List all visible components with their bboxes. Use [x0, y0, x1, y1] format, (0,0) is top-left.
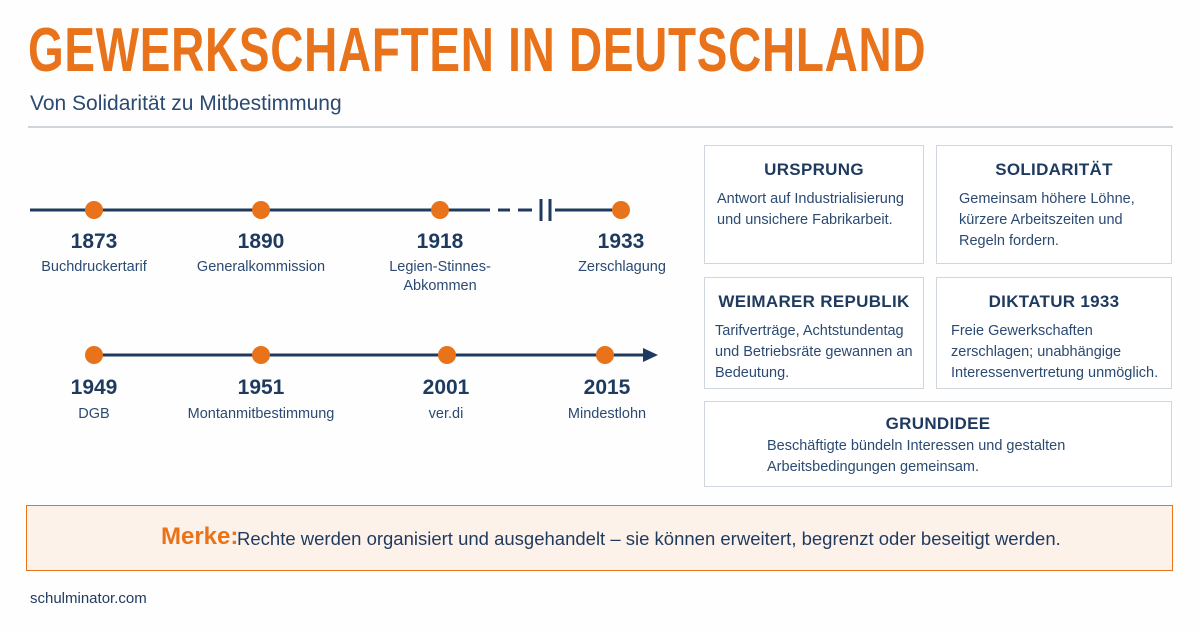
merke-label: Merke:	[161, 523, 239, 550]
timeline-dot-1933	[612, 201, 630, 219]
label-1918: Legien-Stinnes- Abkommen	[389, 259, 491, 294]
timeline-dot-1918	[431, 201, 449, 219]
card-weimar-text: Tarifverträge, Achtstundentag und Betrie…	[715, 323, 913, 381]
timeline-arrow-head	[643, 348, 658, 362]
card-grundidee-text: Beschäftigte bündeln Interessen und gest…	[767, 438, 1066, 475]
card-weimar: WEIMARER REPUBLIK Tarifverträge, Achtstu…	[704, 277, 924, 389]
year-1951: 1951	[237, 376, 285, 399]
card-diktatur-title: DIKTATUR 1933	[988, 292, 1120, 311]
label-2001: ver.di	[428, 406, 464, 422]
footer-source: schulminator.com	[30, 590, 147, 607]
label-1873: Buchdruckertarif	[41, 259, 147, 275]
year-1890: 1890	[237, 230, 285, 253]
timeline-dot-1890	[252, 201, 270, 219]
card-grundidee-title: GRUNDIDEE	[885, 414, 991, 433]
card-solidaritaet-text: Gemeinsam höhere Löhne, kürzere Arbeitsz…	[959, 191, 1135, 249]
card-ursprung-title: URSPRUNG	[764, 160, 864, 179]
label-1933: Zerschlagung	[578, 259, 666, 275]
timeline-dot-1949	[85, 346, 103, 364]
timeline-graphic	[30, 199, 658, 364]
card-ursprung: URSPRUNG Antwort auf Industrialisierung …	[704, 145, 924, 264]
timeline-dot-2001	[438, 346, 456, 364]
card-grundidee: GRUNDIDEE Beschäftigte bündeln Interesse…	[704, 401, 1172, 487]
label-2015: Mindestlohn	[567, 406, 647, 422]
card-solidaritaet: SOLIDARITÄT Gemeinsam höhere Löhne, kürz…	[936, 145, 1172, 264]
merke-box: Merke: Rechte werden organisiert und aus…	[26, 505, 1173, 571]
header-divider	[28, 126, 1173, 128]
year-1918: 1918	[416, 230, 464, 253]
timeline-dot-1873	[85, 201, 103, 219]
card-solidaritaet-title: SOLIDARITÄT	[995, 160, 1113, 179]
card-ursprung-text: Antwort auf Industrialisierung und unsic…	[717, 191, 904, 228]
year-1949: 1949	[70, 376, 118, 399]
label-1890: Generalkommission	[196, 259, 326, 275]
year-2015: 2015	[583, 376, 631, 399]
year-1873: 1873	[70, 230, 118, 253]
year-2001: 2001	[422, 376, 470, 399]
page-title: GEWERKSCHAFTEN IN DEUTSCHLAND	[28, 16, 927, 85]
page-subtitle: Von Solidarität zu Mitbestimmung	[30, 92, 342, 115]
timeline-dot-1951	[252, 346, 270, 364]
card-diktatur-text: Freie Gewerkschaften zerschlagen; unabhä…	[951, 323, 1159, 381]
label-1951: Montanmitbestimmung	[187, 406, 335, 422]
card-diktatur: DIKTATUR 1933 Freie Gewerkschaften zersc…	[936, 277, 1172, 389]
year-1933: 1933	[597, 230, 645, 253]
card-weimar-title: WEIMARER REPUBLIK	[718, 292, 910, 311]
timeline-dot-2015	[596, 346, 614, 364]
merke-text: Rechte werden organisiert und ausgehande…	[237, 528, 1061, 549]
label-1949: DGB	[78, 406, 110, 422]
